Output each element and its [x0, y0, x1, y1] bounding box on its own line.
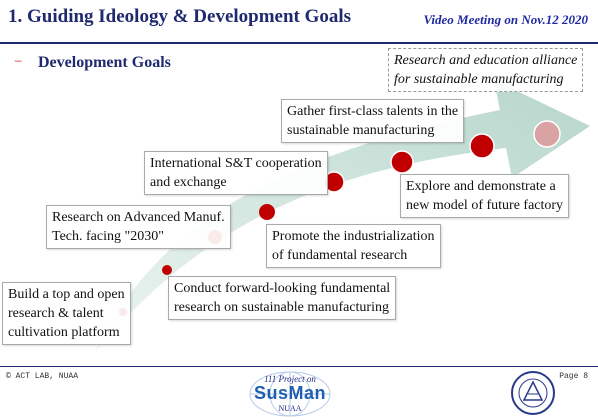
slide-title: 1. Guiding Ideology & Development Goals	[8, 6, 352, 27]
goal-2-line-1: Conduct forward-looking fundamental	[174, 281, 391, 296]
progress-arrow	[95, 80, 590, 352]
goal-box-7: Gather first-class talents in the sustai…	[281, 99, 465, 143]
arrow-shape	[95, 80, 590, 352]
milestone-dot-8	[533, 120, 561, 148]
goal-1-line-3: cultivation platform	[8, 325, 120, 340]
goal-1-line-2: research & talent	[8, 306, 104, 321]
goal-3-line-2: Tech. facing "2030"	[52, 229, 164, 244]
goal-box-3: Research on Advanced Manuf. Tech. facing…	[46, 205, 231, 249]
bullet-dash: −	[14, 54, 23, 70]
goal-6-line-2: new model of future factory	[406, 198, 564, 213]
goal-box-8: Research and education alliance for sust…	[388, 48, 584, 92]
logo-tagline: 111 Project on	[264, 374, 316, 384]
goal-8-line-1: Research and education alliance	[394, 53, 578, 68]
logo-org: NUAA	[278, 404, 302, 413]
globe-icon	[249, 371, 331, 417]
milestone-dot-6	[390, 150, 414, 174]
goal-4-line-2: of fundamental research	[272, 248, 408, 263]
susman-logo: 111 Project on SusMan NUAA	[236, 370, 344, 418]
goal-7-line-2: sustainable manufacturing	[287, 123, 435, 138]
footer-copyright: © ACT LAB, NUAA	[6, 372, 79, 381]
section-subtitle: Development Goals	[38, 54, 171, 71]
goal-6-line-1: Explore and demonstrate a	[406, 179, 556, 194]
goal-1-line-1: Build a top and open	[8, 287, 125, 302]
university-seal-icon	[511, 371, 555, 415]
goal-5-line-2: and exchange	[150, 175, 227, 190]
goal-2-line-2: research on sustainable manufacturing	[174, 300, 389, 315]
meeting-date: Video Meeting on Nov.12 2020	[423, 12, 588, 27]
milestone-dot-2	[162, 265, 172, 275]
goal-7-line-1: Gather first-class talents in the	[287, 104, 459, 119]
goal-5-line-1: International S&T cooperation	[150, 156, 322, 171]
goal-box-2: Conduct forward-looking fundamental rese…	[168, 276, 397, 320]
goal-box-5: International S&T cooperation and exchan…	[144, 151, 328, 195]
goal-8-line-2: for sustainable manufacturing	[394, 72, 564, 87]
milestone-dot-7	[469, 133, 495, 159]
goal-3-line-1: Research on Advanced Manuf.	[52, 210, 225, 225]
logo-name: SusMan	[253, 383, 326, 403]
goal-box-6: Explore and demonstrate a new model of f…	[400, 174, 570, 218]
footer-divider	[0, 366, 598, 367]
header-divider	[0, 42, 598, 44]
page-number: Page 8	[559, 372, 588, 381]
goal-box-1: Build a top and open research & talent c…	[2, 282, 131, 345]
goal-box-4: Promote the industrialization of fundame…	[266, 224, 441, 268]
milestone-dot-4	[259, 204, 275, 220]
goal-4-line-1: Promote the industrialization	[272, 229, 435, 244]
